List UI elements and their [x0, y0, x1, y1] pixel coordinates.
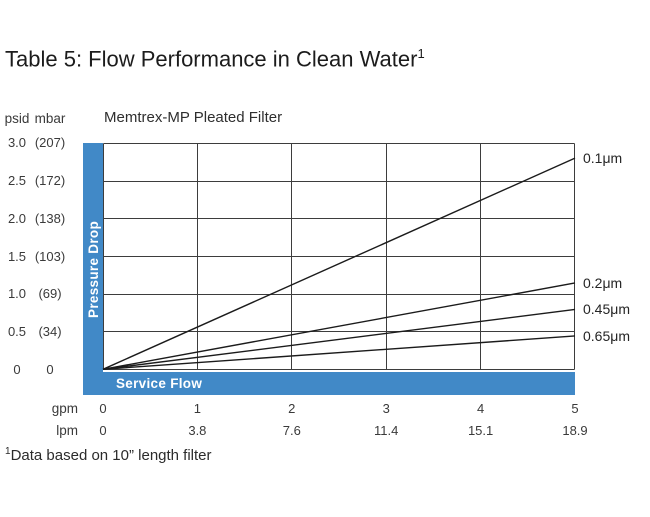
y-tick-mbar: (207)	[34, 135, 66, 150]
x-tick-lpm: 15.1	[467, 423, 494, 438]
service-flow-label: Service Flow	[116, 376, 203, 391]
x-tick-gpm: 2	[288, 401, 296, 416]
y-tick-psid: 2.0	[7, 210, 27, 226]
y-tick-row: 3.0 (207)	[0, 135, 80, 151]
y-tick-row: 0.5 (34)	[0, 324, 80, 340]
y-tick-psid: 1.5	[7, 248, 27, 264]
footnote-superscript: 1	[5, 446, 11, 457]
series-line	[102, 335, 576, 370]
page-title: Table 5: Flow Performance in Clean Water…	[5, 46, 425, 72]
x-tick-gpm: 4	[476, 401, 485, 416]
y-tick-psid: 0	[13, 362, 21, 377]
pressure-axis-units: psid mbar	[0, 111, 80, 127]
x-tick-gpm: 5	[571, 401, 579, 416]
y-tick-mbar: (69)	[38, 286, 62, 302]
page-title-text: Table 5: Flow Performance in Clean Water	[5, 46, 418, 72]
x-tick-lpm: 11.4	[374, 423, 399, 438]
y-tick-row: 2.5 (172)	[0, 173, 80, 189]
x-tick-gpm: 1	[193, 401, 201, 416]
pressure-drop-label: Pressure Drop	[85, 220, 101, 318]
x-tick-lpm: 3.8	[188, 423, 207, 438]
x-tick-lpm: 18.9	[562, 423, 588, 438]
y-tick-row: 1.5 (103)	[0, 249, 80, 265]
series-label: 0.2μm	[583, 274, 623, 291]
x-tick-lpm: 7.6	[282, 423, 301, 438]
footnote-text: Data based on 10” length filter	[10, 447, 212, 464]
y-tick-mbar: 0	[46, 362, 54, 377]
y-tick-mbar: (34)	[38, 324, 62, 340]
y-tick-psid: 2.5	[7, 172, 27, 188]
y-tick-mbar: (172)	[34, 172, 66, 188]
y-tick-psid: 3.0	[7, 135, 27, 150]
x-tick-gpm: 0	[99, 401, 107, 416]
y-tick-row: 1.0 (69)	[0, 286, 80, 302]
gpm-unit-label: gpm	[51, 401, 78, 416]
lpm-unit-label: lpm	[56, 423, 78, 438]
y-tick-mbar: (138)	[34, 210, 66, 226]
y-tick-psid: 0.5	[7, 324, 27, 340]
series-line	[102, 308, 576, 370]
title-superscript: 1	[417, 46, 425, 61]
mbar-unit-label: mbar	[34, 111, 66, 126]
series-line	[102, 157, 576, 370]
series-label: 0.45μm	[583, 301, 630, 318]
series-label: 0.65μm	[583, 327, 630, 344]
pressure-drop-axis-bar: Pressure Drop	[83, 143, 103, 395]
series-line	[102, 282, 576, 370]
y-tick-mbar: (103)	[34, 248, 66, 264]
series-label: 0.1μm	[583, 150, 623, 167]
y-tick-psid: 1.0	[7, 286, 27, 302]
line-plot	[102, 143, 576, 370]
footnote: 1Data based on 10” length filter	[5, 446, 212, 464]
x-tick-gpm: 3	[382, 401, 390, 416]
service-flow-axis-bar: Service Flow	[103, 372, 575, 395]
chart-title: Memtrex-MP Pleated Filter	[104, 109, 283, 126]
x-tick-lpm: 0	[99, 423, 107, 438]
psid-unit-label: psid	[4, 111, 30, 126]
y-tick-row: 2.0 (138)	[0, 211, 80, 227]
